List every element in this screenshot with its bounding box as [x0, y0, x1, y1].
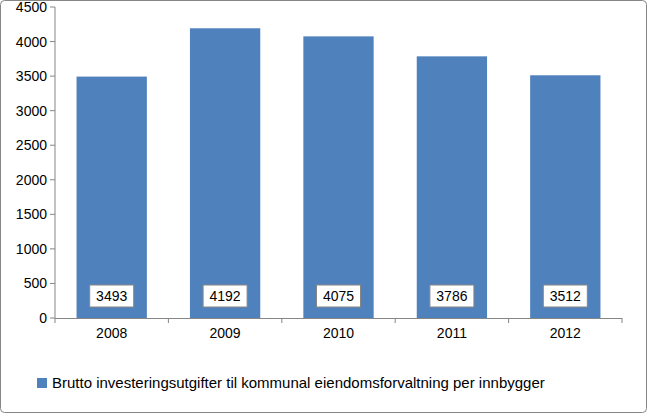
y-tick: [50, 248, 55, 249]
y-tick: [50, 283, 55, 284]
data-label-box: [543, 285, 587, 307]
x-tick: [395, 318, 396, 323]
y-tick-label: 4500: [16, 0, 47, 15]
data-label-box: [317, 285, 361, 307]
data-label: 3512: [550, 288, 581, 304]
legend-label: Brutto investeringsutgifter til kommunal…: [52, 374, 545, 391]
y-tick: [50, 110, 55, 111]
chart-container: 0 500 1000 1500 2000 2500 3000 3500 4000 4500 2008…: [0, 0, 647, 413]
y-tick: [50, 179, 55, 180]
legend-swatch: [37, 378, 47, 388]
x-tick: [622, 318, 623, 323]
y-tick-label: 0: [39, 310, 47, 326]
x-tick: [55, 318, 56, 323]
x-tick: [281, 318, 282, 323]
y-tick-label: 4000: [16, 34, 47, 50]
data-label-box: [203, 285, 247, 307]
x-tick-label: 2012: [550, 325, 581, 341]
y-tick-label: 1000: [16, 241, 47, 257]
bars: [77, 28, 601, 318]
x-tick-label: 2011: [437, 325, 467, 341]
x-tick: [508, 318, 509, 323]
data-label: 4075: [323, 288, 354, 304]
chart-frame: [1, 1, 647, 413]
data-label: 3786: [436, 288, 467, 304]
x-axis: [55, 318, 622, 319]
x-tick: [168, 318, 169, 323]
y-tick: [50, 7, 55, 8]
y-tick: [50, 318, 55, 319]
x-tick-label: 2009: [210, 325, 241, 341]
data-label-box: [90, 285, 134, 307]
y-tick: [50, 145, 55, 146]
y-tick: [50, 41, 55, 42]
y-tick: [50, 76, 55, 77]
y-tick-label: 2000: [16, 172, 47, 188]
y-tick-label: 1500: [16, 206, 47, 222]
bar: [303, 36, 373, 318]
bar: [77, 77, 147, 318]
bar: [530, 75, 600, 318]
bar: [417, 56, 487, 318]
y-tick: [50, 214, 55, 215]
y-tick-label: 3000: [16, 103, 47, 119]
x-tick-label: 2008: [96, 325, 127, 341]
x-tick-label: 2010: [323, 325, 354, 341]
data-label: 4192: [210, 288, 241, 304]
y-tick-label: 3500: [16, 68, 47, 84]
chart-svg: 0 500 1000 1500 2000 2500 3000 3500 4000 4500 2008…: [0, 0, 647, 413]
y-axis: [55, 7, 56, 318]
bar: [190, 28, 260, 318]
data-label: 3493: [96, 288, 127, 304]
data-label-box: [430, 285, 474, 307]
y-tick-label: 500: [24, 275, 48, 291]
y-tick-label: 2500: [16, 137, 47, 153]
